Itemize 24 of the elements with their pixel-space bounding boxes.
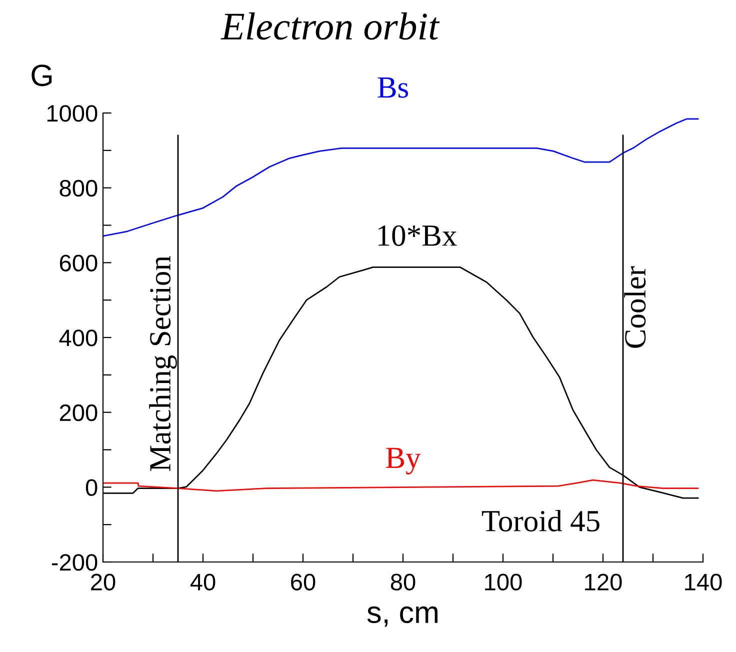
x-axis-title: s, cm bbox=[367, 606, 438, 627]
y-tick-label: 600 bbox=[60, 254, 98, 272]
y-axis-title: G bbox=[32, 64, 52, 86]
y-tick-label: 800 bbox=[60, 180, 98, 197]
y-tick-label: 0 bbox=[86, 479, 98, 496]
series-label: By bbox=[386, 448, 421, 474]
chart-title: Electron orbit bbox=[220, 12, 440, 40]
x-tick-label: 40 bbox=[190, 574, 216, 590]
series-label: 10*Bx bbox=[378, 225, 457, 246]
x-tick-label: 100 bbox=[485, 574, 522, 590]
y-tick-label: -200 bbox=[52, 554, 98, 571]
line-series bbox=[103, 479, 699, 492]
x-tick-label: 80 bbox=[390, 574, 416, 590]
y-tick-label: 1000 bbox=[47, 105, 98, 122]
series-label: Bs bbox=[378, 78, 408, 98]
y-tick-label: 400 bbox=[59, 330, 98, 346]
x-tick-label: 140 bbox=[685, 574, 722, 590]
y-tick-label: 200 bbox=[60, 404, 98, 422]
ref-line-label: Matching Section bbox=[149, 256, 177, 472]
ref-line-label: Cooler bbox=[624, 266, 646, 348]
annotation: Toroid 45 bbox=[482, 510, 600, 532]
x-tick-label: 20 bbox=[91, 574, 116, 590]
x-tick-label: 120 bbox=[585, 574, 622, 590]
x-tick-label: 60 bbox=[291, 574, 316, 590]
